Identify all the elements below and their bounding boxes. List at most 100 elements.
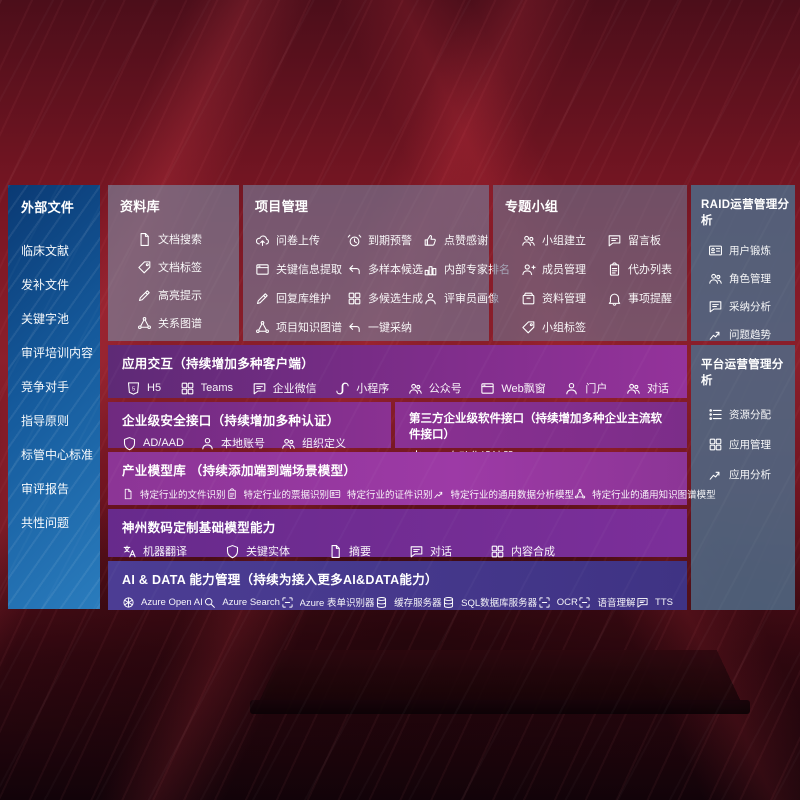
auth-item: 本地账号 — [200, 435, 265, 451]
feature-item: 回复库维护 — [255, 290, 347, 306]
industry-knowledge-graph-model-icon — [574, 488, 586, 500]
ai-data-items: Azure Open AI Azure Search Azure 表单识别器 缓存服务… — [122, 595, 673, 609]
feature-item: 点赞感谢 — [423, 232, 510, 248]
base-model-band: 神州数码定制基础模型能力 机器翻译 关键实体 摘要 对话 内容合成 — [108, 509, 687, 557]
reply-library-icon — [255, 291, 270, 306]
local-account-icon — [200, 436, 215, 451]
model-item: 特定行业的通用数据分析模型 — [433, 487, 574, 501]
project-management-panel: 项目管理 问卷上传 到期预警 点赞感谢 关键信息提取 多样本候选 内部专家排名 回复库维护多… — [243, 185, 510, 341]
highlight-icon — [137, 288, 152, 303]
member-manage-icon — [521, 262, 536, 277]
feature-item: 问题趋势 — [708, 327, 795, 342]
raid-items: 用户锻炼 角色管理 采纳分析 问题趋势 — [701, 243, 795, 342]
portal-icon — [564, 381, 579, 396]
app-manage-icon — [708, 437, 723, 452]
org-define-icon — [281, 436, 296, 451]
raid-operations-title: RAID运营管理分析 — [701, 199, 790, 227]
model-item: 特定行业的通用知识图谱模型 — [574, 487, 716, 501]
feature-item: 项目知识图谱 — [255, 319, 347, 335]
multi-sample-candidate-icon — [347, 262, 362, 277]
base-model-items: 机器翻译 关键实体 摘要 对话 内容合成 — [122, 543, 673, 559]
client-item: 门户 — [564, 380, 607, 396]
feature-item: 应用分析 — [708, 467, 795, 482]
feature-item: 代办列表 — [607, 261, 687, 277]
app-analysis-icon — [708, 467, 723, 482]
feature-item: 高亮提示 — [137, 287, 239, 303]
project-items: 问卷上传 到期预警 点赞感谢 关键信息提取 多样本候选 内部专家排名 回复库维护 多候选生成评… — [255, 232, 510, 335]
teams-icon — [180, 381, 195, 396]
model-item: 特定行业的证件识别 — [329, 487, 433, 501]
group-tag-icon — [521, 320, 536, 335]
resource-allocation-icon — [708, 407, 723, 422]
feature-item: 文档搜索 — [137, 231, 239, 247]
doc-search-icon — [137, 232, 152, 247]
thirdparty-interface-band: 第三方企业级软件接口（持续增加多种企业主流软件接口） API自动化设计器 — [395, 402, 687, 463]
client-item: 对话 — [626, 380, 669, 396]
external-files-list: 临床文献 发补文件 关键字池 审评培训内容 竞争对手 指导原则 标管中心标准 审评报告 共性问题 — [21, 242, 100, 531]
service-item: SQL数据库服务器 — [442, 595, 537, 609]
capability-item: 关键实体 — [225, 543, 290, 559]
reminder-icon — [607, 291, 622, 306]
ai-data-band: AI & DATA 能力管理（持续为接入更多AI&DATA能力） Azure O… — [108, 561, 687, 610]
capability-item: 摘要 — [328, 543, 371, 559]
ai-data-title: AI & DATA 能力管理（持续为接入更多AI&DATA能力） — [122, 573, 438, 587]
sidebar-item: 竞争对手 — [21, 380, 70, 394]
capability-item: 对话 — [409, 543, 452, 559]
ocr-icon — [538, 596, 551, 609]
library-items: 文档搜索文档标签高亮提示关系图谱文档分类 — [120, 231, 239, 359]
message-board-icon — [607, 233, 622, 248]
app-interaction-band: 应用交互（持续增加多种客户端） H5 Teams 企业微信 小程序 公众号 Web飘窗 门户… — [108, 345, 687, 398]
sidebar-item: 审评报告 — [21, 482, 70, 496]
topic-groups-title: 专题小组 — [505, 199, 559, 214]
app-interaction-items: H5 Teams 企业微信 小程序 公众号 Web飘窗 门户 对话 — [122, 380, 673, 396]
base-model-title: 神州数码定制基础模型能力 — [122, 521, 276, 535]
feature-item: 事项提醒 — [607, 290, 687, 306]
feature-item: 成员管理 — [521, 261, 607, 277]
security-interface-band: 企业级安全接口（持续增加多种认证） AD/AAD 本地账号 组织定义 — [108, 402, 391, 448]
security-interface-title: 企业级安全接口（持续增加多种认证） — [122, 414, 340, 428]
feature-item: 评审员画像 — [423, 290, 510, 306]
capability-item: 内容合成 — [490, 543, 555, 559]
external-files-panel: 外部文件 临床文献 发补文件 关键字池 审评培训内容 竞争对手 指导原则 标管中心标准 审评报… — [8, 185, 100, 609]
auth-item: 组织定义 — [281, 435, 346, 451]
summary-icon — [328, 544, 343, 559]
topic-groups-items: 小组建立 留言板 成员管理 代办列表 资料管理 事项提醒 小组标签 — [505, 232, 687, 335]
like-thanks-icon — [423, 233, 438, 248]
platform-operations-panel: 平台运营管理分析 资源分配应用管理应用分析 — [691, 345, 795, 610]
feature-item: 小组建立 — [521, 232, 607, 248]
security-interface-items: AD/AAD 本地账号 组织定义 — [122, 435, 377, 451]
feature-item: 问卷上传 — [255, 232, 347, 248]
h5-icon — [126, 381, 141, 396]
service-item: Azure Search — [203, 596, 280, 609]
key-info-extract-icon — [255, 262, 270, 277]
feature-item: 留言板 — [607, 232, 687, 248]
service-item: Azure 表单识别器 — [281, 595, 374, 609]
feature-item: 应用管理 — [708, 437, 795, 452]
feature-item: 资源分配 — [708, 407, 795, 422]
thirdparty-interface-title: 第三方企业级软件接口（持续增加多种企业主流软件接口） — [409, 413, 662, 441]
model-item: 特定行业的文件识别 — [122, 487, 226, 501]
feature-item: 角色管理 — [708, 271, 795, 286]
questionnaire-upload-icon — [255, 233, 270, 248]
miniprogram-icon — [335, 381, 350, 396]
industry-model-items: 特定行业的文件识别 特定行业的票据识别 特定行业的证件识别 特定行业的通用数据分析模型… — [122, 487, 716, 501]
library-title: 资料库 — [120, 199, 160, 214]
web-popup-icon — [480, 381, 495, 396]
client-item: H5 — [126, 381, 161, 396]
adoption-analysis-icon — [708, 299, 723, 314]
external-files-title: 外部文件 — [21, 200, 75, 215]
client-item: 企业微信 — [252, 380, 317, 396]
industry-file-recognition-icon — [122, 488, 134, 500]
industry-id-recognition-icon — [329, 488, 341, 500]
platform-operations-title: 平台运营管理分析 — [701, 359, 784, 387]
project-management-title: 项目管理 — [255, 199, 309, 214]
service-item: 缓存服务器 — [375, 595, 442, 609]
group-create-icon — [521, 233, 536, 248]
service-item: TTS — [636, 596, 673, 609]
sidebar-item: 发补文件 — [21, 278, 70, 292]
sidebar-item: 指导原则 — [21, 414, 70, 428]
user-profile-card-icon — [708, 243, 723, 258]
reviewer-profile-icon — [423, 291, 438, 306]
feature-item: 资料管理 — [521, 290, 607, 306]
